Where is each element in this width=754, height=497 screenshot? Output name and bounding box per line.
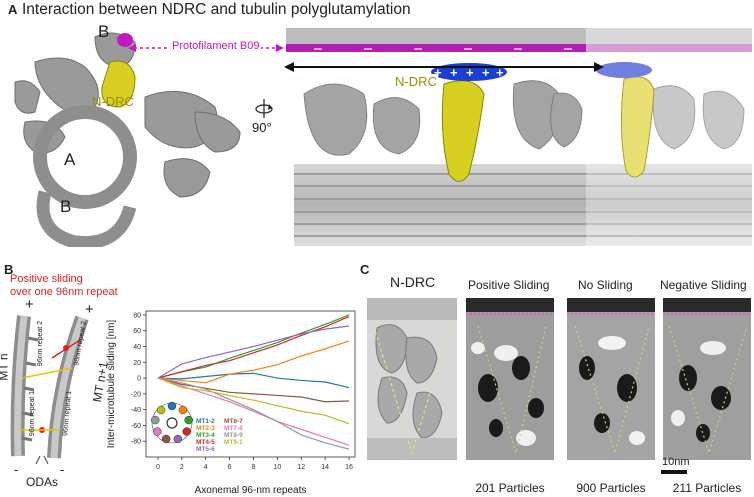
- svg-text:+: +: [496, 65, 504, 80]
- legend-entry: MT8-9: [224, 432, 243, 439]
- y-axis-label: Inter-microtubule sliding [nm]: [106, 320, 117, 449]
- microtubule-diagram: [10, 315, 89, 465]
- legend-entry: MT3-4: [196, 432, 215, 439]
- y-tick-label: -60: [131, 423, 141, 430]
- series-line: [157, 377, 350, 403]
- y-tick-label: -80: [131, 439, 141, 446]
- axoneme-doublet: [161, 434, 171, 444]
- negative-sliding-image: [663, 298, 751, 460]
- cross-section-image: [14, 32, 241, 247]
- axoneme-doublet: [153, 427, 162, 436]
- svg-text:+: +: [482, 65, 490, 80]
- x-tick-label: 4: [204, 464, 208, 471]
- minus-sign-1: -: [14, 462, 19, 477]
- axoneme-doublet: [151, 415, 160, 425]
- panel-a-letter: A: [8, 2, 18, 17]
- count-negative: 211 Particles: [672, 481, 742, 495]
- count-positive: 201 Particles: [475, 481, 545, 495]
- legend-entry: MT7-8: [224, 425, 243, 432]
- col-positive-label: Positive Sliding: [468, 278, 550, 292]
- repeat-2-label-left: 96nm repeat 2: [37, 320, 45, 367]
- x-tick-label: 12: [297, 464, 305, 471]
- rotation-label: 90°: [252, 120, 272, 135]
- plot-frame: [145, 310, 356, 458]
- no-sliding-image: [567, 298, 655, 460]
- longitudinal-view-image: + + + + +: [284, 28, 752, 246]
- y-tick-label: -40: [131, 407, 141, 414]
- scale-bar: [661, 470, 687, 474]
- legend-entry: MT9-1: [224, 439, 243, 446]
- scale-label: 10nm: [662, 456, 690, 468]
- svg-text:+: +: [434, 65, 442, 80]
- sliding-chart: 0 2 4 6 8 10 12 14 16 -80 -60 -40 -20 0 20 40 60 80 Axonem…: [106, 310, 356, 496]
- x-tick-label: 16: [345, 464, 353, 471]
- count-none: 900 Particles: [576, 481, 646, 495]
- axoneme-doublet: [173, 434, 183, 444]
- x-tick-label: 8: [252, 464, 256, 471]
- y-tick-label: 0: [137, 376, 141, 383]
- positive-sliding-image: [466, 298, 554, 460]
- repeat-1-label-left: 96nm repeat 1: [29, 390, 37, 437]
- x-tick-label: 10: [273, 464, 281, 471]
- label-b-top: B: [98, 22, 110, 41]
- axoneme-doublet: [156, 405, 166, 415]
- ndrc-label-left: N-DRC: [92, 94, 134, 109]
- plus-sign-1: +: [25, 296, 34, 313]
- series-line: [157, 377, 350, 450]
- x-tick-label: 6: [228, 464, 232, 471]
- x-tick-label: 14: [321, 464, 329, 471]
- axoneme-doublet: [182, 427, 191, 436]
- axoneme-doublet: [184, 415, 193, 425]
- plus-sign-2: +: [85, 301, 94, 318]
- col-none-label: No Sliding: [578, 278, 633, 292]
- y-tick-label: -20: [131, 391, 141, 398]
- legend-entry: MT5-6: [196, 446, 215, 453]
- series-line: [157, 315, 350, 379]
- protofilament-label: Protofilament B09: [170, 40, 262, 52]
- series-line: [157, 325, 350, 379]
- legend-entry: MT4-5: [196, 439, 215, 446]
- y-tick-label: 60: [133, 328, 141, 335]
- mt-n-label: MT n: [0, 353, 11, 381]
- legend-entry: MT1-2: [196, 418, 215, 425]
- rotation-icon: [255, 99, 273, 118]
- panel-c-letter: C: [360, 262, 370, 277]
- axoneme-doublet: [167, 401, 177, 411]
- label-b-bottom: B: [60, 197, 72, 216]
- minus-sign-2: -: [60, 462, 65, 477]
- x-tick-label: 0: [156, 464, 160, 471]
- axoneme-doublet: [178, 405, 188, 415]
- ndrc-label-right: N-DRC: [394, 74, 438, 89]
- legend-entry: MT2-3: [196, 425, 215, 432]
- panel-b-letter: B: [4, 262, 14, 277]
- label-a: A: [64, 150, 76, 169]
- legend-entry: MT6-7: [224, 418, 243, 425]
- y-tick-label: 80: [133, 312, 141, 319]
- series-line: [157, 340, 350, 384]
- ndrc-density-image: [367, 298, 457, 460]
- sliding-note-2: over one 96nm repeat: [10, 286, 118, 298]
- series-line: [157, 377, 350, 425]
- axoneme-central-pair: [166, 417, 178, 429]
- y-tick-label: 40: [133, 344, 141, 351]
- x-tick-label: 2: [180, 464, 184, 471]
- series-line: [157, 372, 350, 389]
- x-axis-label: Axonemal 96-nm repeats: [195, 485, 307, 496]
- svg-text:+: +: [466, 65, 474, 80]
- y-tick-label: 20: [133, 360, 141, 367]
- panel-a-title: Interaction between NDRC and tubulin pol…: [22, 1, 411, 18]
- odas-label: ODAs: [26, 475, 59, 489]
- col-negative-label: Negative Sliding: [660, 278, 747, 292]
- svg-text:+: +: [450, 65, 458, 80]
- col-ndrc-label: N-DRC: [390, 274, 436, 290]
- sliding-note-1: Positive sliding: [10, 273, 83, 285]
